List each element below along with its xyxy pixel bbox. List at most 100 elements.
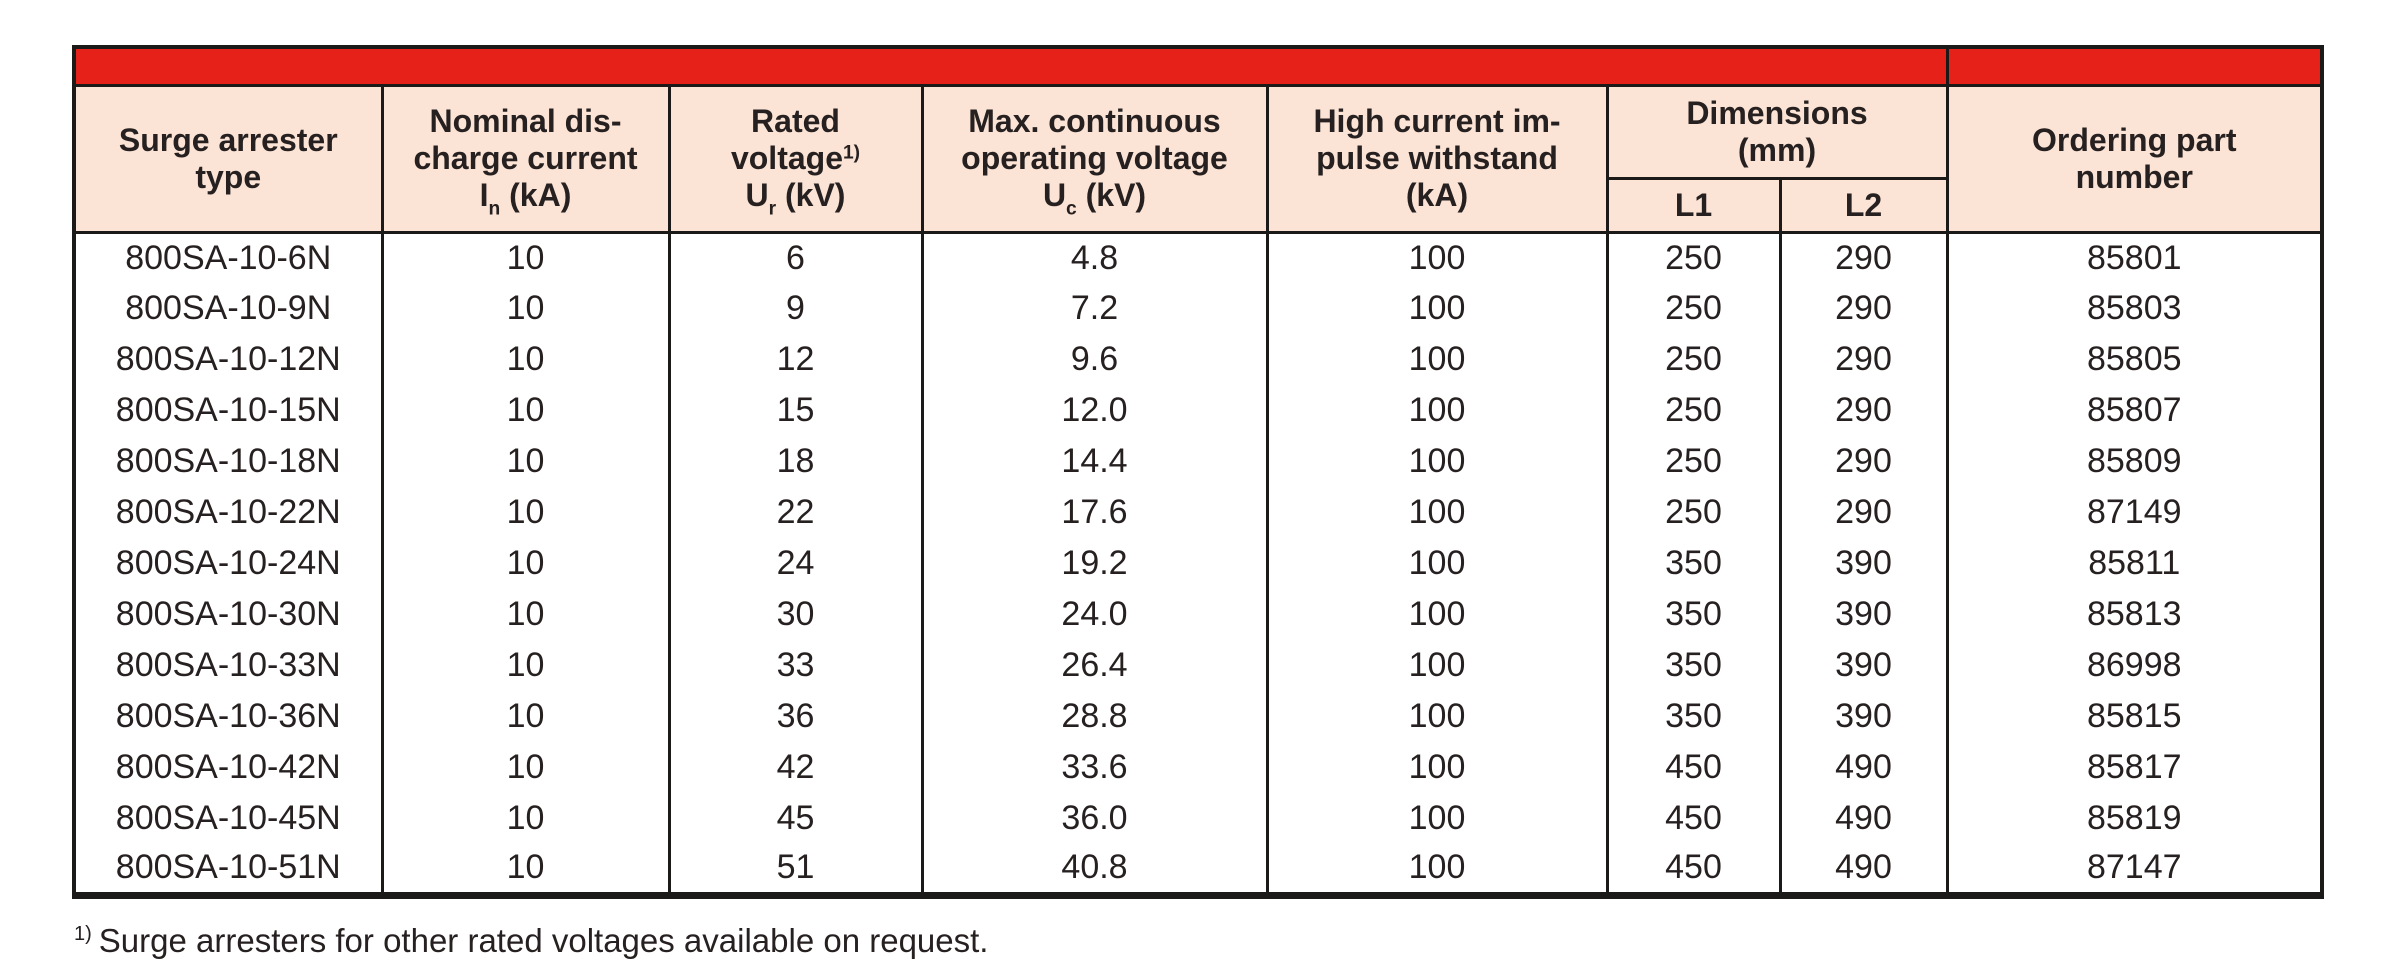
table-row: 800SA-10-51N 10 51 40.8 100 450 490 87147 [72, 844, 2324, 895]
cell-type: 800SA-10-18N [72, 436, 384, 487]
cell-l1: 350 [1605, 640, 1782, 691]
table-row: 800SA-10-18N 10 18 14.4 100 250 290 85809 [72, 436, 2324, 487]
cell-l2: 290 [1778, 283, 1949, 334]
cell-high-current-impulse-withstand: 100 [1265, 232, 1609, 283]
column-header-type: Surge arrester type [72, 83, 384, 234]
header-text: Dimensions [1686, 94, 1868, 131]
cell-max-continuous-operating-voltage: 17.6 [920, 487, 1269, 538]
cell-nominal-discharge-current: 10 [380, 232, 671, 283]
header-text: U [745, 177, 769, 213]
cell-high-current-impulse-withstand: 100 [1265, 844, 1609, 895]
cell-type: 800SA-10-36N [72, 691, 384, 742]
table-row: 800SA-10-30N 10 30 24.0 100 350 390 85813 [72, 589, 2324, 640]
cell-ordering-part-number: 87147 [1945, 844, 2324, 895]
cell-high-current-impulse-withstand: 100 [1265, 793, 1609, 844]
cell-max-continuous-operating-voltage: 9.6 [920, 334, 1269, 385]
cell-ordering-part-number: 85803 [1945, 283, 2324, 334]
cell-high-current-impulse-withstand: 100 [1265, 742, 1609, 793]
cell-rated-voltage: 36 [667, 691, 924, 742]
cell-ordering-part-number: 86998 [1945, 640, 2324, 691]
subscript-text: r [768, 198, 777, 220]
cell-type: 800SA-10-30N [72, 589, 384, 640]
header-text: Ordering part [2032, 121, 2237, 158]
header-text: voltage [730, 140, 843, 176]
subscript-text: n [488, 198, 501, 220]
cell-max-continuous-operating-voltage: 28.8 [920, 691, 1269, 742]
column-header-dimensions: Dimensions (mm) [1605, 83, 1949, 180]
table-row: 800SA-10-22N 10 22 17.6 100 250 290 87149 [72, 487, 2324, 538]
cell-l2: 490 [1778, 793, 1949, 844]
cell-rated-voltage: 51 [667, 844, 924, 895]
cell-max-continuous-operating-voltage: 19.2 [920, 538, 1269, 589]
cell-rated-voltage: 45 [667, 793, 924, 844]
header-text: I [479, 177, 489, 213]
header-text: pulse withstand [1316, 140, 1558, 176]
superscript-marker: 1) [842, 142, 861, 164]
cell-high-current-impulse-withstand: 100 [1265, 691, 1609, 742]
table-row: 800SA-10-33N 10 33 26.4 100 350 390 86998 [72, 640, 2324, 691]
cell-type: 800SA-10-45N [72, 793, 384, 844]
cell-nominal-discharge-current: 10 [380, 691, 671, 742]
table-row: 800SA-10-9N 10 9 7.2 100 250 290 85803 [72, 283, 2324, 334]
cell-l2: 290 [1778, 436, 1949, 487]
cell-nominal-discharge-current: 10 [380, 538, 671, 589]
cell-ordering-part-number: 85801 [1945, 232, 2324, 283]
table-row: 800SA-10-42N 10 42 33.6 100 450 490 85817 [72, 742, 2324, 793]
surge-arrester-spec-table: Surge arrester type Nominal dis-charge cur… [72, 45, 2324, 899]
header-text: Max. continuous [968, 103, 1221, 139]
cell-ordering-part-number: 85809 [1945, 436, 2324, 487]
table-row: 800SA-10-45N 10 45 36.0 100 450 490 85819 [72, 793, 2324, 844]
header-row: Surge arrester type Nominal dis-charge cur… [72, 83, 2324, 234]
cell-l2: 290 [1778, 232, 1949, 283]
cell-nominal-discharge-current: 10 [380, 436, 671, 487]
cell-high-current-impulse-withstand: 100 [1265, 640, 1609, 691]
cell-high-current-impulse-withstand: 100 [1265, 589, 1609, 640]
cell-type: 800SA-10-42N [72, 742, 384, 793]
subscript-text: c [1066, 198, 1077, 220]
column-header-high-current-impulse-withstand: High current im-pulse withstand (kA) [1265, 83, 1609, 234]
cell-rated-voltage: 18 [667, 436, 924, 487]
cell-ordering-part-number: 85815 [1945, 691, 2324, 742]
table-row: 800SA-10-24N 10 24 19.2 100 350 390 85811 [72, 538, 2324, 589]
header-text: number [2075, 158, 2193, 195]
cell-nominal-discharge-current: 10 [380, 793, 671, 844]
table-row: 800SA-10-15N 10 15 12.0 100 250 290 85807 [72, 385, 2324, 436]
cell-l2: 390 [1778, 640, 1949, 691]
column-header-l2: L2 [1778, 176, 1949, 234]
cell-l1: 350 [1605, 589, 1782, 640]
cell-l1: 250 [1605, 334, 1782, 385]
cell-l2: 390 [1778, 589, 1949, 640]
header-subrow: L1 L2 [74, 176, 2322, 234]
cell-high-current-impulse-withstand: 100 [1265, 334, 1609, 385]
header-text: (kV) [1076, 177, 1147, 213]
column-header-max-continuous-operating-voltage: Max. continuous operating voltage Uc (kV) [920, 83, 1269, 234]
column-header-l1: L1 [1605, 176, 1782, 234]
header-text: U [1042, 177, 1067, 213]
footnote-marker: 1) [74, 923, 92, 945]
red-band-main [72, 45, 1949, 87]
cell-l1: 350 [1605, 538, 1782, 589]
red-title-band [72, 45, 2324, 87]
header-text: (mm) [1737, 131, 1817, 168]
header-text: Nominal dis- [429, 103, 622, 139]
cell-l2: 290 [1778, 385, 1949, 436]
column-header-nominal-discharge-current: Nominal dis-charge current In (kA) [380, 83, 671, 234]
cell-l1: 250 [1605, 385, 1782, 436]
cell-high-current-impulse-withstand: 100 [1265, 283, 1609, 334]
column-header-rated-voltage: Rated voltage1) Ur (kV) [667, 83, 924, 234]
cell-max-continuous-operating-voltage: 33.6 [920, 742, 1269, 793]
cell-type: 800SA-10-22N [72, 487, 384, 538]
table-body: 800SA-10-6N 10 6 4.8 100 250 290 85801 800SA-10-… [72, 232, 2324, 895]
table-row: 800SA-10-36N 10 36 28.8 100 350 390 85815 [72, 691, 2324, 742]
column-header-ordering-part-number: Ordering part number [1945, 83, 2324, 234]
header-text: High current im- [1313, 103, 1561, 139]
header-text: operating voltage [961, 140, 1228, 176]
cell-nominal-discharge-current: 10 [380, 844, 671, 895]
header-text: (kV) [776, 177, 846, 213]
cell-l1: 250 [1605, 283, 1782, 334]
cell-max-continuous-operating-voltage: 26.4 [920, 640, 1269, 691]
cell-max-continuous-operating-voltage: 40.8 [920, 844, 1269, 895]
header-text: (kA) [1405, 177, 1469, 213]
cell-nominal-discharge-current: 10 [380, 283, 671, 334]
cell-nominal-discharge-current: 10 [380, 640, 671, 691]
